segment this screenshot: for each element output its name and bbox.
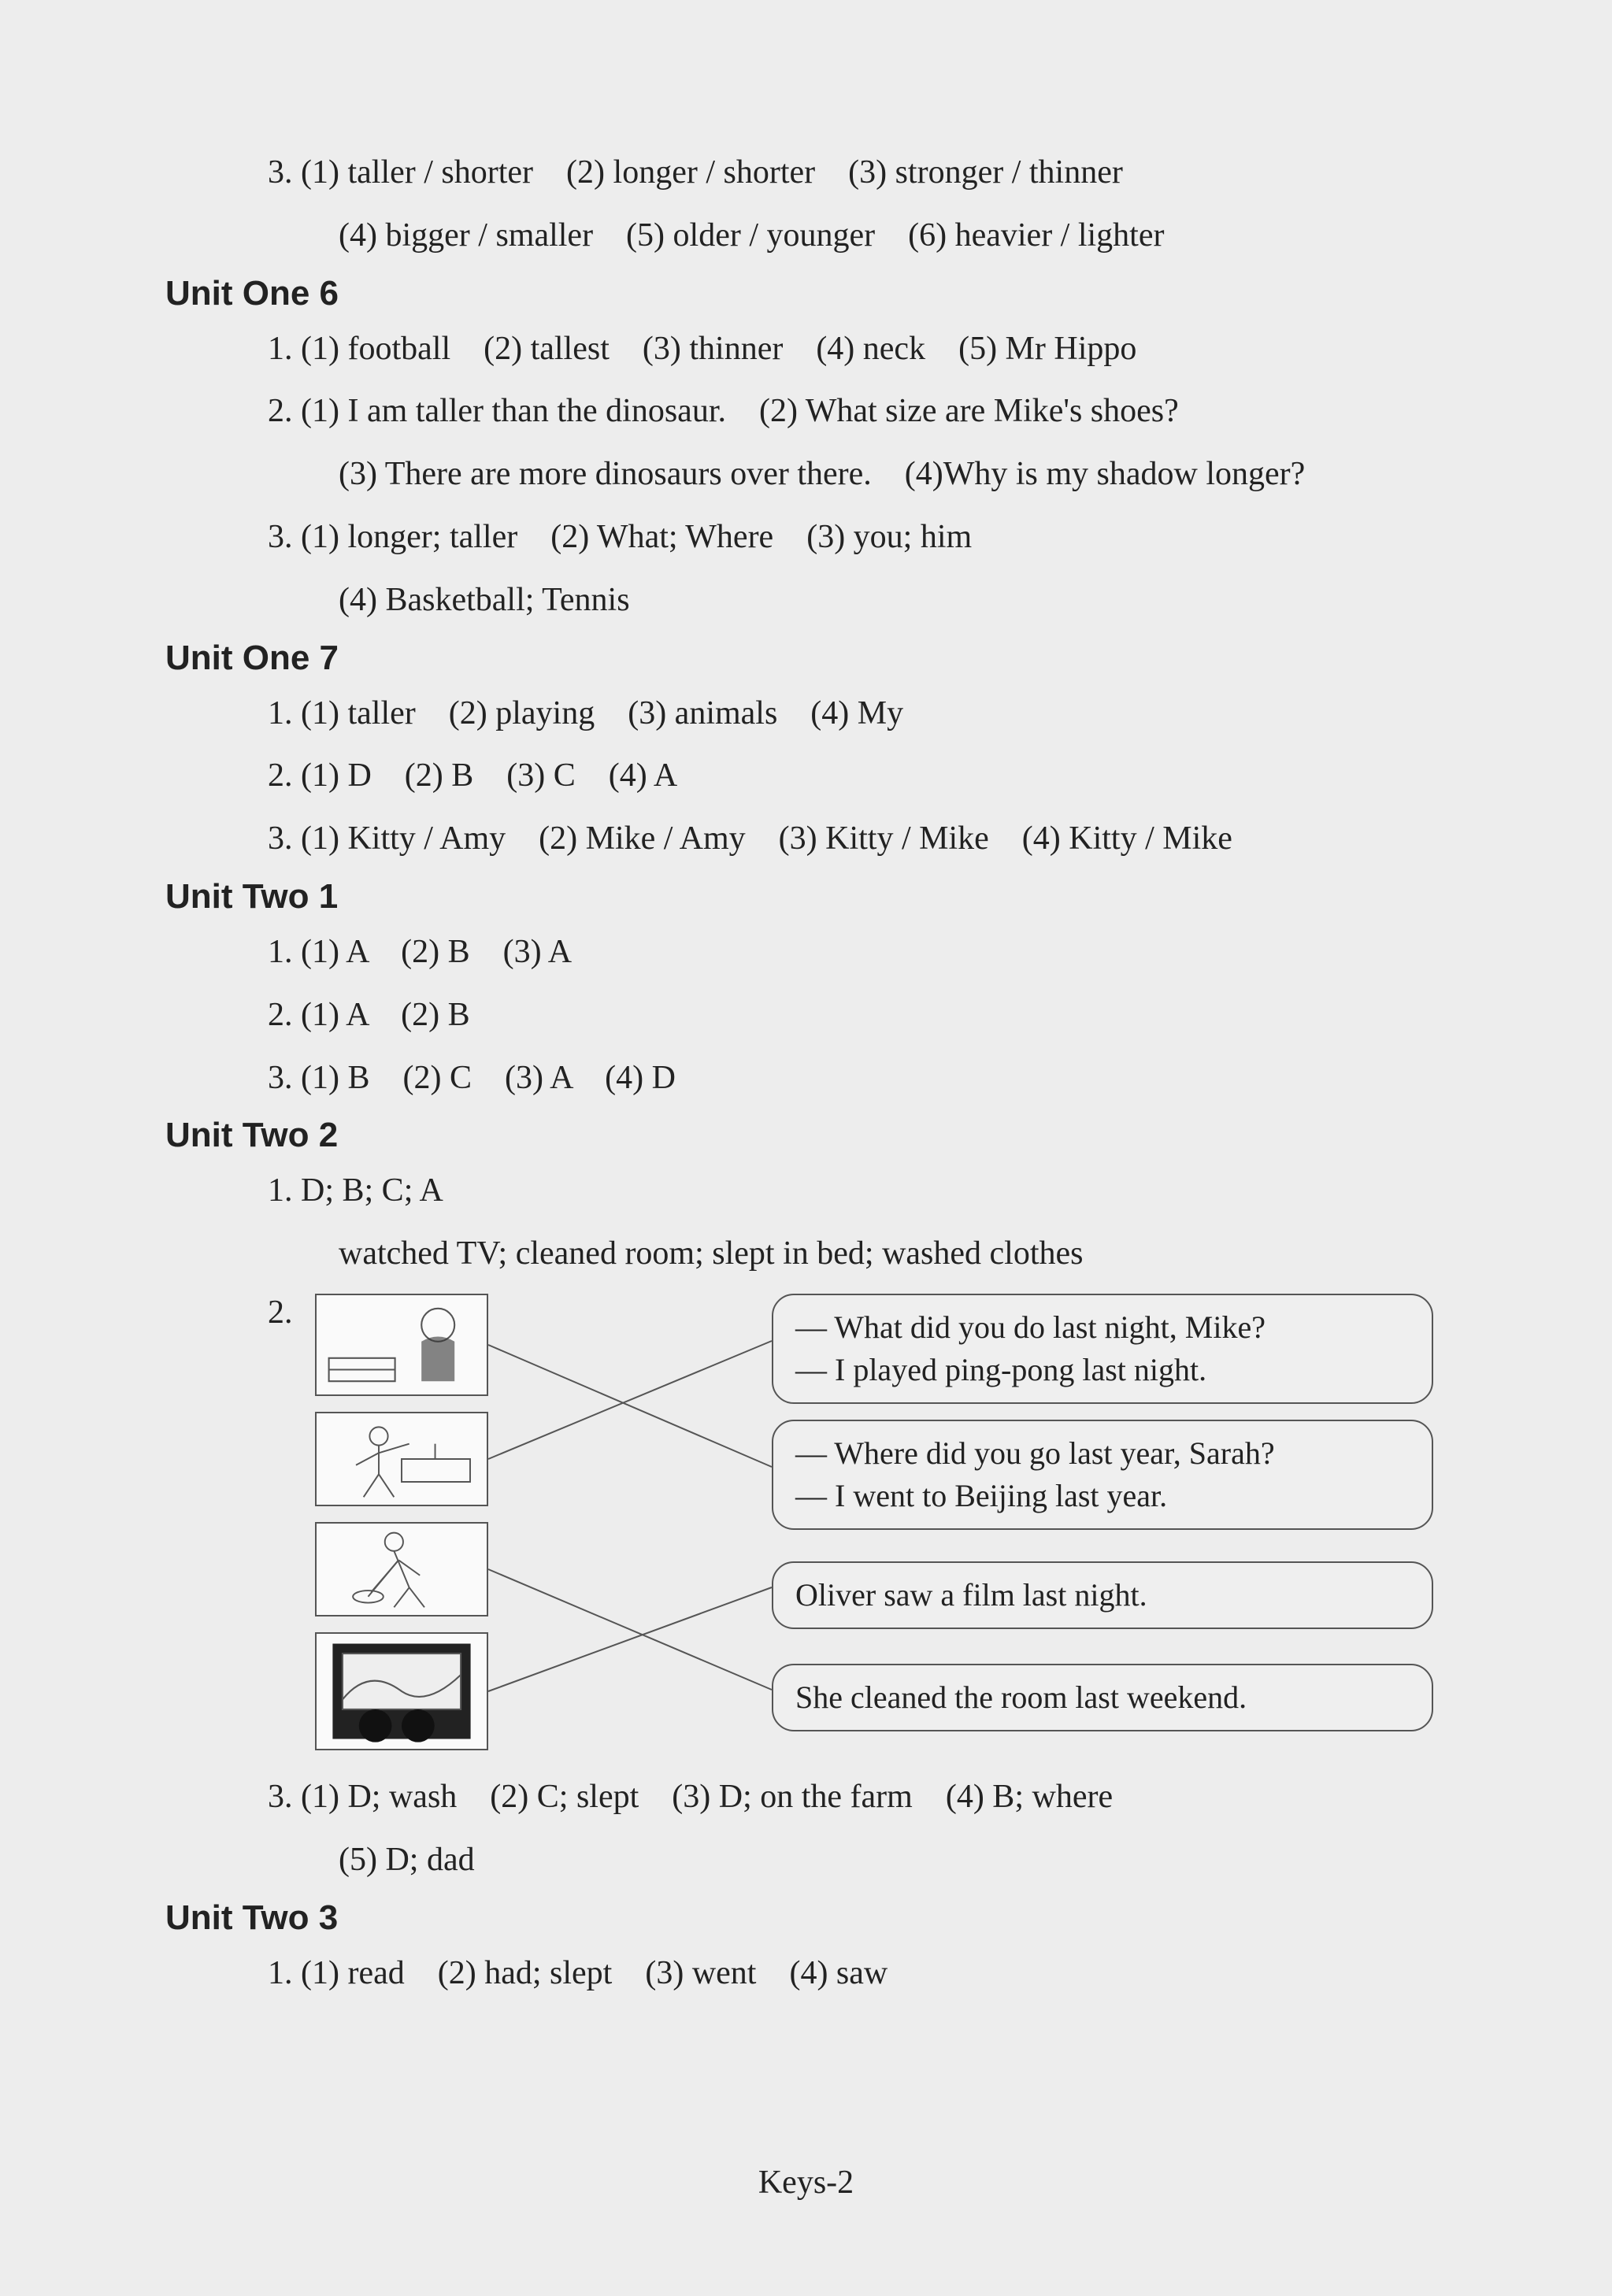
u16-l4: 3. (1) longer; taller (2) What; Where (3… [157,506,1455,569]
match-image-1 [315,1294,488,1396]
question-number-2: 2. [268,1294,293,1331]
u17-l2: 2. (1) D (2) B (3) C (4) A [157,745,1455,808]
dialogue-bubble-2: — Where did you go last year, Sarah?— I … [772,1420,1433,1530]
dialogue-bubble-1: — What did you do last night, Mike?— I p… [772,1294,1433,1404]
heading-unit-two-1: Unit Two 1 [157,877,1455,917]
dialogue-line: Oliver saw a film last night. [795,1574,1410,1616]
u16-l2: 2. (1) I am taller than the dinosaur. (2… [157,380,1455,443]
heading-unit-two-2: Unit Two 2 [157,1116,1455,1155]
dialogue-line: She cleaned the room last weekend. [795,1676,1410,1719]
heading-unit-two-3: Unit Two 3 [157,1898,1455,1938]
dialogue-line: — I went to Beijing last year. [795,1475,1410,1517]
top-line-1: 3. (1) taller / shorter (2) longer / sho… [157,142,1455,205]
u21-l3: 3. (1) B (2) C (3) A (4) D [157,1047,1455,1110]
match-image-4 [315,1632,488,1750]
matching-diagram: 2. — What did you do last night, Mike?— … [268,1294,1455,1766]
u21-l2: 2. (1) A (2) B [157,984,1455,1047]
dialogue-line: — What did you do last night, Mike? [795,1306,1410,1349]
u22-l4: (5) D; dad [157,1829,1455,1892]
page: 3. (1) taller / shorter (2) longer / sho… [0,0,1612,2296]
match-line [488,1345,772,1467]
dialogue-line: — Where did you go last year, Sarah? [795,1432,1410,1475]
match-image-3 [315,1522,488,1616]
dialogue-line: — I played ping-pong last night. [795,1349,1410,1391]
match-line [488,1341,772,1459]
dialogue-bubble-4: She cleaned the room last weekend. [772,1664,1433,1731]
u22-l1: 1. D; B; C; A [157,1160,1455,1223]
u21-l1: 1. (1) A (2) B (3) A [157,921,1455,984]
dialogue-bubble-3: Oliver saw a film last night. [772,1561,1433,1629]
match-line [488,1569,772,1690]
heading-unit-one-7: Unit One 7 [157,639,1455,678]
top-line-2: (4) bigger / smaller (5) older / younger… [157,205,1455,268]
u16-l3: (3) There are more dinosaurs over there.… [157,443,1455,506]
u17-l3: 3. (1) Kitty / Amy (2) Mike / Amy (3) Ki… [157,808,1455,871]
u22-l2: watched TV; cleaned room; slept in bed; … [157,1223,1455,1286]
match-image-2 [315,1412,488,1506]
u17-l1: 1. (1) taller (2) playing (3) animals (4… [157,683,1455,746]
heading-unit-one-6: Unit One 6 [157,274,1455,313]
page-footer: Keys-2 [0,2164,1612,2202]
u16-l1: 1. (1) football (2) tallest (3) thinner … [157,318,1455,381]
u16-l5: (4) Basketball; Tennis [157,569,1455,632]
u23-l1: 1. (1) read (2) had; slept (3) went (4) … [157,1942,1455,2005]
u22-l3: 3. (1) D; wash (2) C; slept (3) D; on th… [157,1766,1455,1829]
match-line [488,1587,772,1691]
